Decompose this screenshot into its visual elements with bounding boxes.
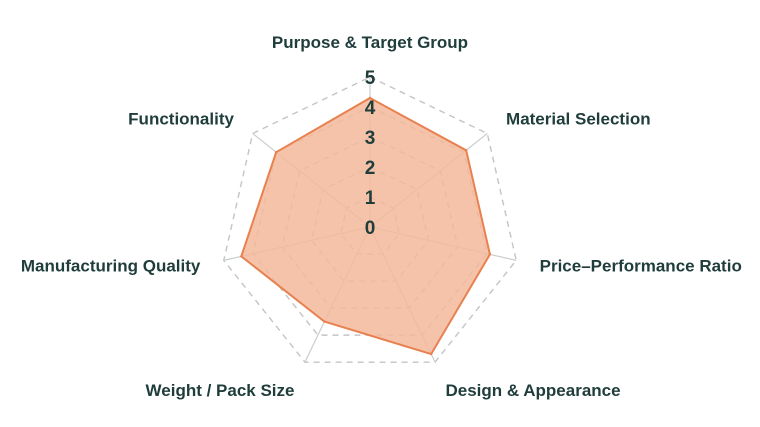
tick-label-0: 0 (365, 218, 376, 239)
series-point-3 (429, 352, 433, 356)
tick-label-1: 1 (365, 188, 376, 209)
axis-label-6: Functionality (128, 110, 234, 129)
series-point-5 (240, 255, 243, 258)
tick-label-2: 2 (365, 158, 376, 179)
series-point-4 (323, 320, 326, 323)
axis-label-5: Manufacturing Quality (21, 257, 201, 276)
axis-label-0: Purpose & Target Group (272, 33, 468, 52)
series-area-0 (240, 97, 491, 356)
series-point-6 (274, 150, 278, 154)
tick-label-3: 3 (365, 128, 376, 149)
radar-axis-labels: Purpose & Target Group Material Selection… (21, 33, 742, 400)
axis-label-2: Price–Performance Ratio (540, 257, 742, 276)
series-point-0 (368, 96, 372, 100)
radar-tick-labels: 0 1 2 3 4 5 (365, 68, 376, 239)
axis-label-4: Weight / Pack Size (146, 381, 295, 400)
series-point-2 (488, 253, 492, 256)
radar-series (240, 96, 492, 356)
grid-ring-5 (223, 76, 517, 363)
tick-label-5: 5 (365, 68, 376, 89)
series-point-1 (464, 149, 468, 152)
tick-label-4: 4 (365, 98, 376, 119)
axis-label-3: Design & Appearance (445, 381, 620, 400)
axis-label-1: Material Selection (506, 110, 651, 129)
